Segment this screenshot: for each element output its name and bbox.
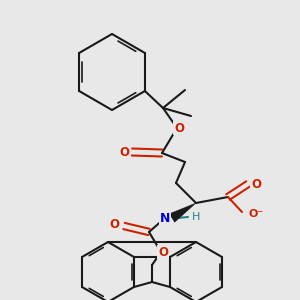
Text: O: O xyxy=(109,218,119,230)
Text: O: O xyxy=(119,146,129,158)
Text: O: O xyxy=(174,122,184,134)
Text: O: O xyxy=(158,245,168,259)
Text: H: H xyxy=(192,212,200,222)
Text: N: N xyxy=(160,212,170,224)
Text: O: O xyxy=(251,178,261,190)
Text: O⁻: O⁻ xyxy=(248,209,264,219)
Polygon shape xyxy=(169,203,196,222)
